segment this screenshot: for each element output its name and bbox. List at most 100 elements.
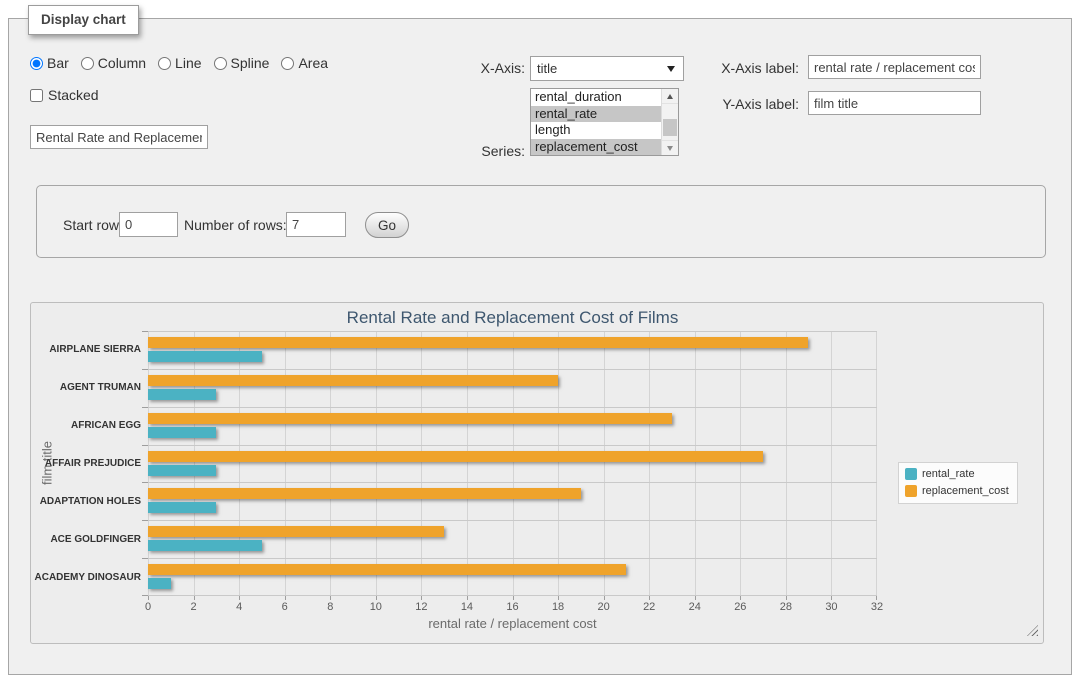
chart-type-radio-label: Spline xyxy=(230,55,270,71)
chart-title-input[interactable] xyxy=(30,125,208,149)
x-axis-tick xyxy=(148,596,149,600)
y-axis-tick xyxy=(142,558,148,560)
chart-type-radio-area[interactable] xyxy=(281,56,295,70)
x-axis-select[interactable]: title xyxy=(530,56,684,81)
y-axis-tick xyxy=(142,406,148,408)
category-label: ACADEMY DINOSAUR xyxy=(34,571,142,583)
chart-type-option-bar[interactable]: Bar xyxy=(30,55,69,71)
gridline xyxy=(148,368,877,370)
series-option-rental_duration[interactable]: rental_duration xyxy=(535,89,622,104)
bar-rental_rate-african-egg xyxy=(148,426,217,438)
series-option-length[interactable]: length xyxy=(535,122,571,137)
y-axis-tick xyxy=(142,368,148,370)
chart-type-radio-label: Line xyxy=(175,55,202,71)
x-tick-label: 20 xyxy=(597,601,610,613)
x-axis-tick xyxy=(193,596,195,600)
x-tick-label: 6 xyxy=(281,601,288,613)
category-label: AGENT TRUMAN xyxy=(59,382,141,394)
x-tick-label: 14 xyxy=(460,601,474,613)
x-axis-label-field-label: X-Axis label: xyxy=(721,60,799,76)
chart-container: Rental Rate and Replacement Cost of Film… xyxy=(30,302,1044,644)
chart-type-option-spline[interactable]: Spline xyxy=(213,55,270,71)
x-tick-label: 12 xyxy=(415,601,428,613)
scroll-down-button[interactable] xyxy=(662,140,678,155)
gridline xyxy=(694,331,696,596)
gridline xyxy=(421,331,423,596)
x-axis-tick xyxy=(876,596,877,600)
chart-type-radio-column[interactable] xyxy=(80,56,94,70)
series-option-rental_rate[interactable]: rental_rate xyxy=(531,105,661,122)
legend-item-replacement_cost[interactable]: replacement_cost xyxy=(905,485,1009,497)
x-axis-tick xyxy=(421,596,423,600)
category-label: AFRICAN EGG xyxy=(71,420,141,432)
y-axis-category-labels: AIRPLANE SIERRA AGENT TRUMAN AFRICAN EGG AF… xyxy=(31,331,142,596)
gridline xyxy=(148,558,877,560)
gridline xyxy=(148,595,877,596)
gridline xyxy=(284,331,286,596)
chart-type-radio-spline[interactable] xyxy=(213,56,227,70)
legend-swatch-icon xyxy=(905,485,917,497)
number-of-rows-input[interactable] xyxy=(286,212,346,237)
chart-type-radio-label: Column xyxy=(97,55,147,71)
x-axis-tick xyxy=(649,596,651,600)
gridline xyxy=(193,331,195,596)
x-axis-tick xyxy=(558,596,560,600)
chart-type-option-area[interactable]: Area xyxy=(281,55,328,71)
stacked-checkbox[interactable] xyxy=(30,88,43,102)
legend-item-rental_rate[interactable]: rental_rate xyxy=(905,468,1009,480)
x-tick-label: 26 xyxy=(734,601,747,613)
bar-replacement_cost-affair-prejudice xyxy=(148,450,763,462)
series-listbox[interactable]: rental_duration rental_rate length replacem… xyxy=(530,88,679,156)
series-option-replacement_cost[interactable]: replacement_cost xyxy=(531,138,661,155)
x-tick-label: 0 xyxy=(144,601,152,613)
bar-rental_rate-ace-goldfinger xyxy=(148,540,262,552)
chart-type-option-line[interactable]: Line xyxy=(158,55,202,71)
chart-type-radio-group: Bar Column Line Spline Area xyxy=(30,55,328,71)
stacked-option[interactable]: Stacked xyxy=(30,87,99,103)
category-label: ACE GOLDFINGER xyxy=(50,533,141,545)
gridline xyxy=(148,444,877,446)
gridline xyxy=(649,331,651,596)
start-row-label: Start row: xyxy=(63,217,123,233)
legend-swatch-icon xyxy=(905,468,917,480)
chart-type-option-column[interactable]: Column xyxy=(80,55,147,71)
row-controls-panel: Start row: Number of rows: Go xyxy=(36,185,1046,258)
y-axis-label-field-label: Y-Axis label: xyxy=(722,96,799,112)
scroll-down-icon xyxy=(667,145,673,151)
gridline xyxy=(148,331,149,596)
bar-replacement_cost-academy-dinosaur xyxy=(148,564,627,576)
bar-rental_rate-adaptation-holes xyxy=(148,502,217,514)
gridline xyxy=(831,331,833,596)
x-tick-label: 32 xyxy=(870,601,884,613)
x-axis-select-label: X-Axis: xyxy=(480,60,525,76)
y-axis-tick xyxy=(142,595,148,596)
x-axis-tick xyxy=(375,596,377,600)
bar-rental_rate-airplane-sierra xyxy=(148,351,262,362)
chart-type-radio-bar[interactable] xyxy=(30,56,43,70)
x-tick-label: 22 xyxy=(643,601,656,613)
legend-label: rental_rate xyxy=(922,468,975,480)
resize-handle[interactable] xyxy=(1027,625,1038,636)
y-axis-tick xyxy=(142,482,148,484)
listbox-scrollbar[interactable] xyxy=(661,89,678,155)
gridline xyxy=(330,331,332,596)
scrollbar-thumb[interactable] xyxy=(663,119,677,136)
dropdown-arrow-icon xyxy=(667,66,675,72)
go-button[interactable]: Go xyxy=(365,212,410,238)
y-axis-tick xyxy=(142,331,148,332)
chart-type-radio-line[interactable] xyxy=(158,56,172,70)
bar-replacement_cost-ace-goldfinger xyxy=(148,526,444,538)
x-tick-label: 10 xyxy=(369,601,382,613)
stacked-label: Stacked xyxy=(48,87,99,103)
x-axis-tick xyxy=(831,596,833,600)
bar-rental_rate-academy-dinosaur xyxy=(148,578,171,590)
gridline xyxy=(466,331,468,596)
y-axis-label-input[interactable] xyxy=(808,91,981,115)
category-label: ADAPTATION HOLES xyxy=(39,495,141,507)
scroll-up-button[interactable] xyxy=(662,89,678,104)
x-tick-label: 4 xyxy=(236,601,243,613)
x-tick-label: 24 xyxy=(688,601,701,613)
x-axis-tick xyxy=(330,596,332,600)
start-row-input[interactable] xyxy=(119,212,178,237)
x-axis-label-input[interactable] xyxy=(808,55,981,79)
